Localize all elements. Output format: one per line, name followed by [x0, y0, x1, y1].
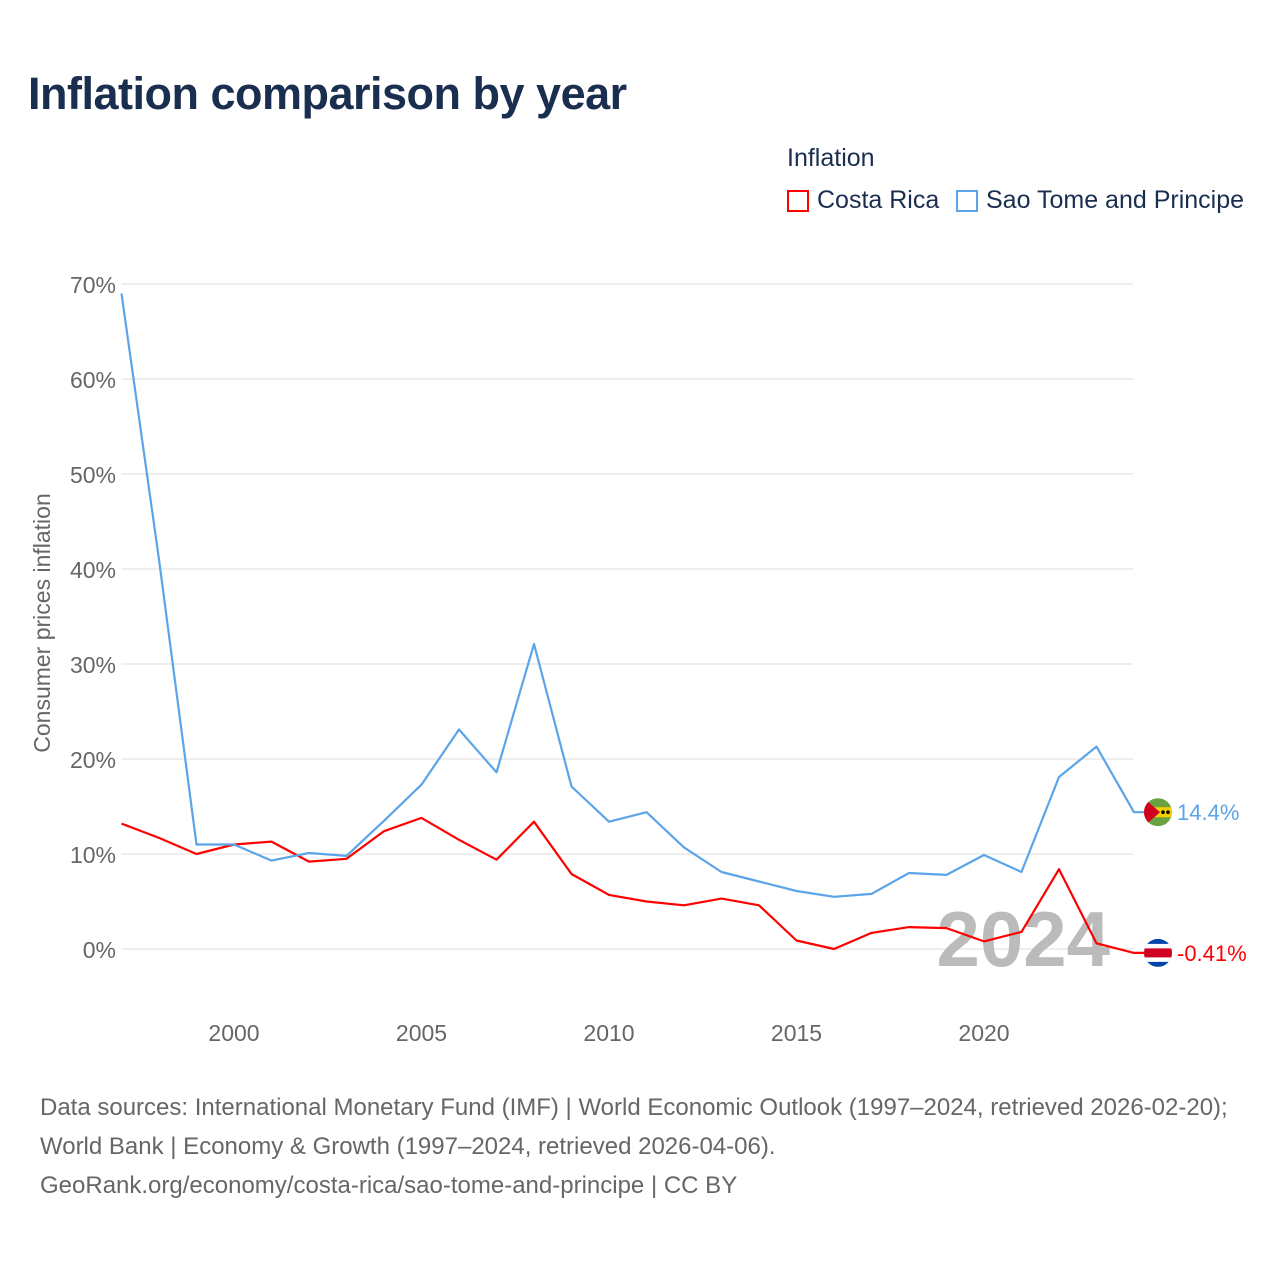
flag-stripe: [1144, 948, 1172, 958]
legend-label: Costa Rica: [817, 186, 940, 214]
y-tick-label: 40%: [70, 557, 116, 583]
y-tick-label: 60%: [70, 367, 116, 393]
end-value-label: -0.41%: [1177, 941, 1247, 966]
flag-triangle: [1144, 798, 1160, 827]
y-tick-label: 20%: [70, 747, 116, 773]
flag-star: [1166, 810, 1170, 814]
legend-item-sao-tome[interactable]: Sao Tome and Principe: [956, 186, 1244, 215]
source-link[interactable]: GeoRank.org/economy/costa-rica/sao-tome-…: [40, 1172, 738, 1199]
x-tick-label: 2000: [208, 1020, 259, 1046]
x-tick-label: 2020: [958, 1020, 1009, 1046]
legend-item-costa-rica[interactable]: Costa Rica: [787, 186, 939, 215]
year-watermark: 2024: [936, 895, 1110, 983]
y-tick-label: 0%: [83, 937, 116, 963]
x-tick-label: 2010: [583, 1020, 634, 1046]
legend-label: Sao Tome and Principe: [986, 186, 1245, 214]
data-sources: Data sources: International Monetary Fun…: [40, 1094, 1228, 1160]
y-tick-label: 30%: [70, 652, 116, 678]
y-axis-label: Consumer prices inflation: [29, 493, 55, 753]
x-tick-label: 2005: [396, 1020, 447, 1046]
legend-swatch: [787, 189, 809, 212]
y-tick-label: 10%: [70, 842, 116, 868]
y-tick-label: 70%: [70, 272, 116, 298]
footer: Data sources: International Monetary Fun…: [40, 1088, 1250, 1205]
series-line-sao-tome: [120, 293, 1150, 898]
y-tick-label: 50%: [70, 462, 116, 488]
flag-star: [1161, 810, 1165, 814]
legend-swatch: [956, 189, 978, 212]
x-tick-label: 2015: [771, 1020, 822, 1046]
end-value-label: 14.4%: [1177, 800, 1239, 825]
chart-title: Inflation comparison by year: [28, 68, 627, 119]
legend-title: Inflation: [787, 144, 875, 172]
